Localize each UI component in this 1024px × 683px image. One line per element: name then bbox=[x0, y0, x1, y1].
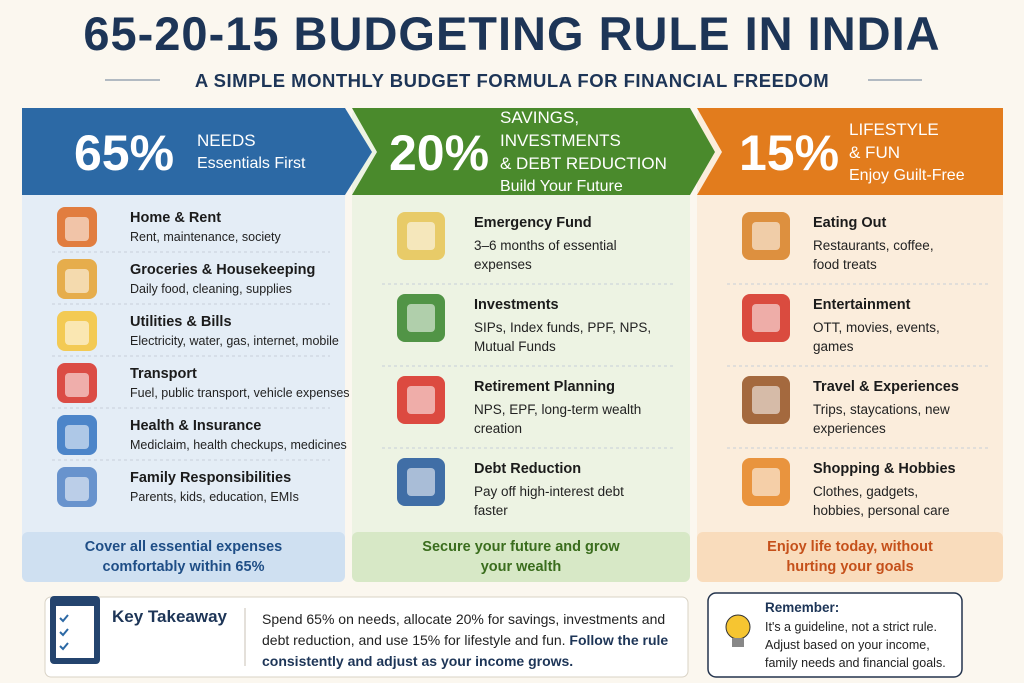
item-title: Investments bbox=[474, 297, 559, 313]
subtitle: A SIMPLE MONTHLY BUDGET FORMULA FOR FINA… bbox=[194, 70, 830, 91]
heading: NEEDS Essentials First bbox=[197, 112, 345, 192]
item-desc: Daily food, cleaning, supplies bbox=[130, 282, 292, 296]
heading-line: NEEDS bbox=[197, 131, 256, 150]
item-title: Eating Out bbox=[813, 215, 887, 231]
remember-box bbox=[707, 592, 963, 678]
heading: LIFESTYLE & FUN Enjoy Guilt-Free bbox=[849, 112, 1003, 192]
header-band bbox=[22, 108, 372, 195]
item-desc: Pay off high-interest debt faster bbox=[474, 484, 624, 518]
clipboard-icon bbox=[56, 606, 94, 658]
takeaway-emphasis: Follow the rule consistently and adjust … bbox=[262, 632, 669, 669]
item-title: Utilities & Bills bbox=[130, 314, 232, 330]
item-icon bbox=[752, 386, 780, 414]
takeaway-box bbox=[44, 596, 689, 678]
item-icon bbox=[407, 386, 435, 414]
heading-line: & DEBT REDUCTION bbox=[500, 154, 667, 173]
item-desc: NPS, EPF, long-term wealth creation bbox=[474, 402, 642, 436]
percent: 20% bbox=[389, 125, 490, 181]
item-title: Retirement Planning bbox=[474, 379, 615, 395]
item-title: Transport bbox=[130, 366, 197, 382]
header-band bbox=[352, 108, 715, 195]
column-footer: Cover all essential expenses comfortably… bbox=[22, 532, 345, 582]
item-icon bbox=[752, 468, 780, 496]
heading-line: LIFESTYLE bbox=[849, 119, 939, 139]
heading-line: Enjoy Guilt-Free bbox=[849, 166, 965, 184]
item-icon bbox=[65, 373, 89, 397]
item-desc: 3–6 months of essential expenses bbox=[474, 238, 617, 272]
item-icon bbox=[407, 468, 435, 496]
item-title: Home & Rent bbox=[130, 210, 222, 226]
item-desc: Trips, staycations, new experiences bbox=[813, 402, 950, 436]
heading-line: Essentials First bbox=[197, 155, 306, 172]
item-icon bbox=[752, 222, 780, 250]
item-title: Entertainment bbox=[813, 297, 911, 313]
item-desc: Parents, kids, education, EMIs bbox=[130, 490, 299, 504]
takeaway-title: Key Takeaway bbox=[112, 607, 227, 626]
item-icon bbox=[65, 321, 89, 345]
title: 65-20-15 BUDGETING RULE IN INDIA bbox=[83, 7, 941, 60]
item-icon bbox=[65, 269, 89, 293]
item-icon bbox=[65, 217, 89, 241]
percent: 15% bbox=[739, 125, 840, 181]
heading-line: & FUN bbox=[849, 142, 900, 162]
takeaway-body: Spend 65% on needs, allocate 20% for sav… bbox=[262, 611, 666, 648]
item-icon bbox=[65, 477, 89, 501]
item-desc: OTT, movies, events, games bbox=[813, 320, 940, 354]
item-desc: Clothes, gadgets, hobbies, personal care bbox=[813, 484, 950, 518]
bulb-icon bbox=[732, 638, 744, 647]
bulb-icon bbox=[725, 614, 751, 640]
takeaway-text: Spend 65% on needs, allocate 20% for sav… bbox=[262, 609, 680, 672]
heading: SAVINGS, INVESTMENTS & DEBT REDUCTION Buil… bbox=[500, 108, 690, 195]
item-icon bbox=[407, 304, 435, 332]
item-title: Debt Reduction bbox=[474, 461, 582, 477]
remember-title: Remember: bbox=[765, 600, 840, 615]
item-desc: Mediclaim, health checkups, medicines bbox=[130, 438, 347, 452]
item-title: Health & Insurance bbox=[130, 418, 262, 434]
heading-line: SAVINGS, INVESTMENTS bbox=[500, 108, 621, 150]
item-desc: Fuel, public transport, vehicle expenses bbox=[130, 386, 350, 400]
clipboard-icon bbox=[59, 614, 69, 651]
header-band bbox=[697, 108, 1003, 195]
item-title: Family Responsibilities bbox=[130, 470, 292, 486]
item-title: Shopping & Hobbies bbox=[813, 461, 956, 477]
item-title: Groceries & Housekeeping bbox=[130, 262, 316, 278]
item-icon bbox=[752, 304, 780, 332]
heading-line: Build Your Future bbox=[500, 178, 623, 195]
column-footer: Enjoy life today, without hurting your g… bbox=[697, 532, 1003, 582]
item-icon bbox=[407, 222, 435, 250]
item-icon bbox=[65, 425, 89, 449]
remember-text: It's a guideline, not a strict rule. Adj… bbox=[765, 620, 946, 670]
column-footer: Secure your future and grow your wealth bbox=[352, 532, 690, 582]
item-title: Emergency Fund bbox=[474, 215, 592, 231]
item-desc: SIPs, Index funds, PPF, NPS, Mutual Fund… bbox=[474, 320, 652, 354]
item-desc: Restaurants, coffee, food treats bbox=[813, 238, 934, 272]
item-desc: Electricity, water, gas, internet, mobil… bbox=[130, 334, 339, 348]
column-bg bbox=[22, 108, 345, 582]
item-desc: Rent, maintenance, society bbox=[130, 230, 281, 244]
item-title: Travel & Experiences bbox=[813, 379, 959, 395]
percent: 65% bbox=[74, 125, 175, 181]
